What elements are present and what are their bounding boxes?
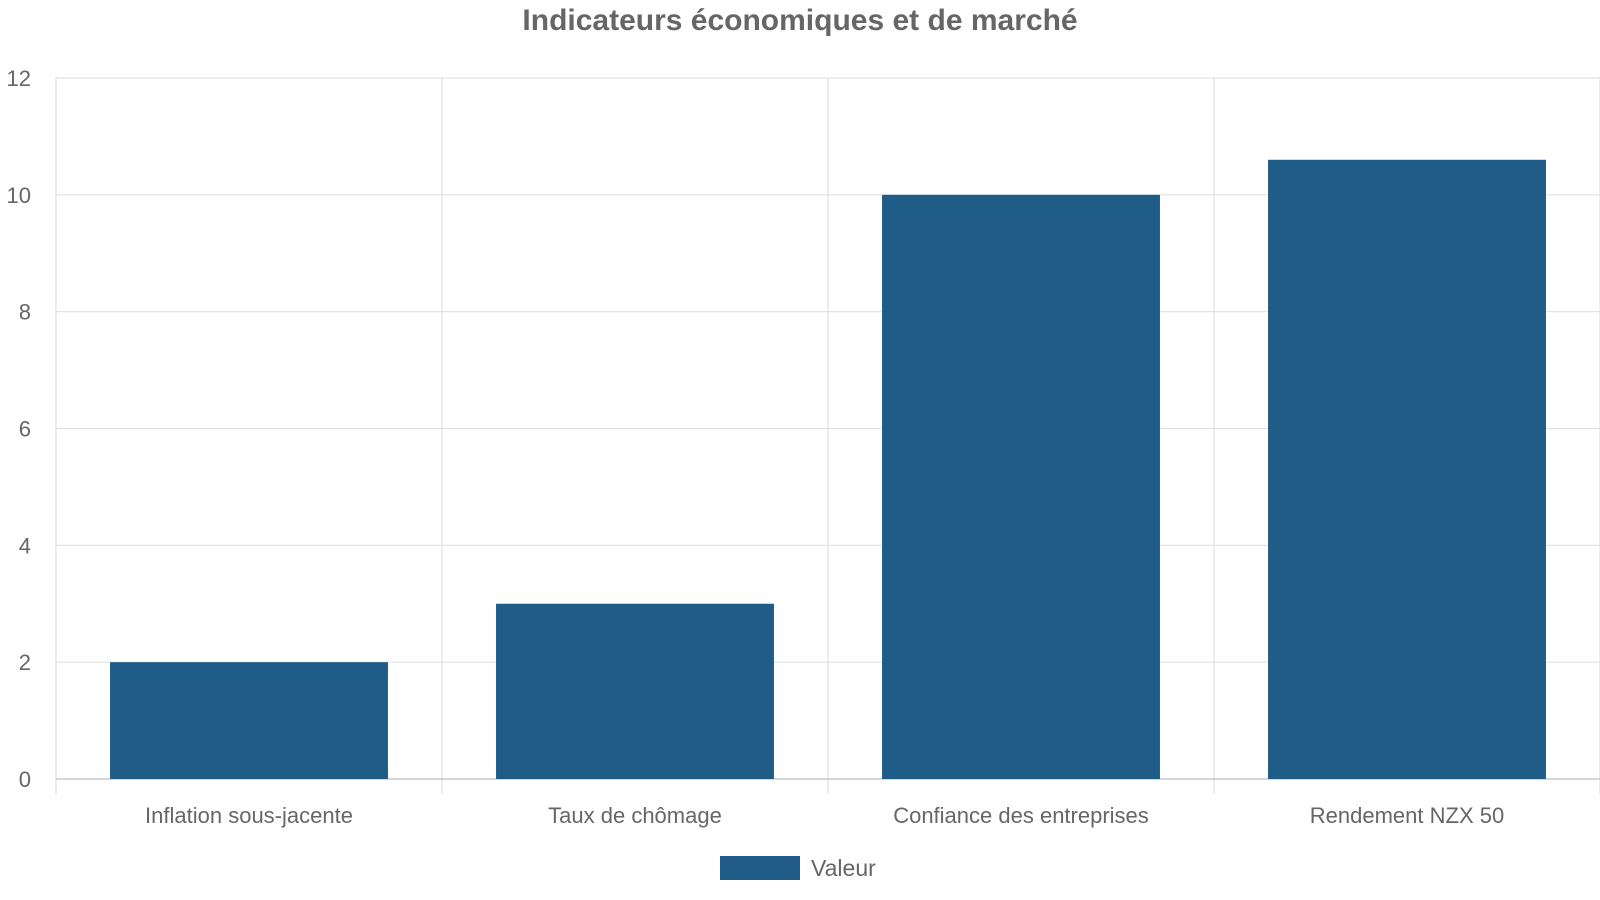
y-tick-label: 0: [19, 767, 31, 792]
y-axis-ticks: 0 2 4 6 8 10 12: [7, 66, 31, 792]
y-tick-label: 10: [7, 183, 31, 208]
x-tick-label: Rendement NZX 50: [1310, 803, 1504, 828]
x-tick-label: Inflation sous-jacente: [145, 803, 353, 828]
x-tick-label: Confiance des entreprises: [893, 803, 1149, 828]
legend-label: Valeur: [811, 855, 876, 881]
y-tick-label: 6: [19, 417, 31, 442]
bars: [110, 159, 1546, 780]
y-tick-label: 8: [19, 300, 31, 325]
bar: [1268, 159, 1546, 780]
bar: [496, 603, 774, 779]
y-tick-label: 12: [7, 66, 31, 91]
bar: [882, 194, 1160, 780]
y-tick-label: 2: [19, 650, 31, 675]
x-axis-ticks: Inflation sous-jacente Taux de chômage Con…: [145, 803, 1504, 828]
x-tick-label: Taux de chômage: [548, 803, 722, 828]
chart-title: Indicateurs économiques et de marché: [522, 4, 1077, 37]
bar: [110, 662, 388, 779]
legend: Valeur: [720, 855, 876, 881]
y-tick-label: 4: [19, 533, 31, 558]
legend-swatch: [720, 856, 800, 880]
